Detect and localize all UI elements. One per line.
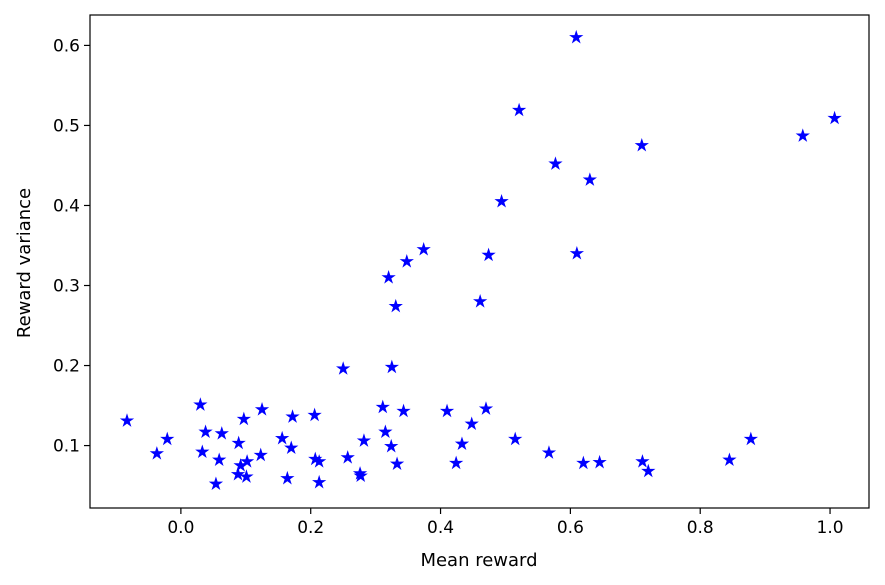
data-point-star: [214, 426, 229, 440]
data-point-star: [454, 436, 470, 451]
data-point-star: [464, 416, 479, 431]
data-point-star: [340, 450, 355, 464]
data-point-star: [149, 446, 164, 460]
x-tick-label: 1.0: [817, 518, 844, 538]
y-tick-label: 0.1: [53, 437, 80, 457]
data-point-star: [511, 102, 527, 117]
data-point-star: [548, 156, 563, 170]
data-point-star: [743, 431, 758, 446]
data-point-star: [576, 455, 591, 470]
data-point-star: [478, 401, 494, 415]
data-point-star: [160, 431, 175, 446]
data-point-star: [119, 413, 135, 427]
data-point-star: [592, 454, 607, 469]
data-point-star: [212, 452, 227, 467]
data-point-star: [230, 466, 246, 481]
data-point-star: [494, 193, 509, 208]
data-point-star: [481, 247, 496, 262]
data-point-star: [389, 456, 405, 471]
data-point-star: [569, 246, 585, 260]
data-point-star: [198, 424, 213, 439]
data-point-star: [236, 411, 251, 426]
y-tick-label: 0.4: [53, 196, 80, 216]
data-point-star: [280, 470, 295, 485]
data-point-star: [307, 407, 322, 422]
data-point-star: [336, 361, 351, 375]
data-point-star: [582, 172, 597, 186]
data-point-star: [375, 399, 390, 414]
data-point-star: [254, 402, 270, 416]
data-point-star: [569, 29, 584, 44]
data-point-star: [378, 424, 393, 439]
data-point-star: [195, 444, 210, 459]
data-point-star: [399, 254, 414, 268]
data-point-star: [253, 447, 268, 462]
plot-frame: [89, 14, 870, 509]
data-point-star: [634, 137, 649, 152]
data-point-star: [508, 431, 523, 446]
data-point-star: [284, 440, 299, 455]
y-tick-label: 0.2: [53, 357, 80, 377]
y-tick-label: 0.6: [53, 36, 80, 56]
data-point-star: [473, 294, 488, 308]
data-point-star: [208, 476, 224, 491]
y-axis-ticks: 0.1 0.2 0.3 0.4 0.5 0.6: [53, 36, 90, 457]
data-point-star: [384, 359, 399, 374]
data-point-star: [449, 455, 464, 470]
data-point-star: [233, 458, 248, 472]
data-point-star: [641, 463, 656, 478]
data-point-star: [384, 438, 399, 453]
x-tick-label: 0.8: [687, 518, 714, 538]
x-tick-label: 0.4: [427, 518, 454, 538]
data-point-star: [231, 435, 246, 450]
data-point-star: [795, 128, 810, 142]
x-tick-label: 0.2: [297, 518, 324, 538]
data-point-star: [353, 468, 368, 483]
data-point-star: [439, 403, 455, 418]
data-point-star: [635, 454, 650, 468]
data-point-star: [388, 298, 403, 313]
x-tick-label: 0.6: [557, 518, 584, 538]
data-point-star: [285, 409, 300, 423]
data-point-star: [541, 445, 557, 459]
data-point-star: [239, 454, 255, 468]
x-axis-ticks: 0.0 0.2 0.4 0.6 0.8 1.0: [167, 508, 844, 538]
data-point-star: [381, 270, 396, 284]
data-point-star: [312, 474, 327, 489]
x-tick-label: 0.0: [167, 518, 194, 538]
data-point-star: [356, 433, 372, 447]
data-point-star: [416, 242, 431, 256]
data-point-star: [193, 397, 208, 411]
data-point-star: [396, 403, 411, 418]
y-axis-label: Reward variance: [14, 188, 35, 338]
data-point-star: [312, 454, 327, 468]
data-point-star: [308, 451, 323, 466]
data-point-star: [827, 110, 842, 125]
x-axis-label: Mean reward: [420, 550, 537, 571]
data-point-star: [722, 452, 737, 467]
y-tick-label: 0.3: [53, 277, 80, 297]
data-point-star: [275, 430, 290, 445]
points-layer: [119, 29, 842, 491]
y-tick-label: 0.5: [53, 116, 80, 136]
data-point-star: [239, 469, 254, 483]
